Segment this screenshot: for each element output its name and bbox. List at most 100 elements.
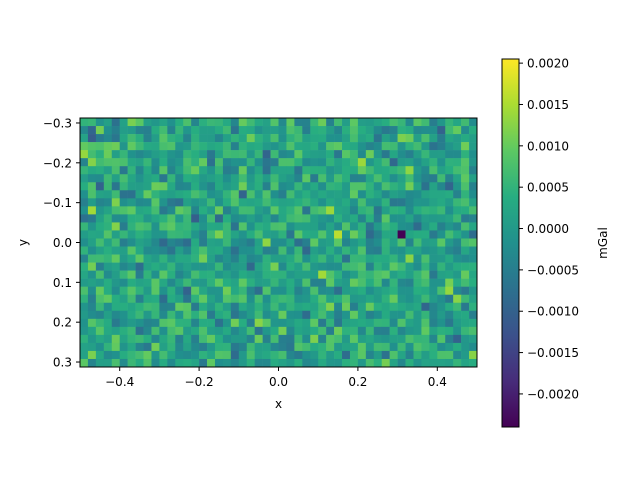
heatmap-cell: [318, 214, 327, 223]
heatmap-cell: [230, 222, 240, 231]
heatmap-cell: [413, 262, 422, 271]
heatmap-cell: [286, 198, 295, 207]
heatmap-cell: [373, 286, 383, 296]
heatmap-cell: [349, 246, 359, 255]
heatmap-cell: [238, 190, 248, 199]
heatmap-cell: [326, 342, 335, 352]
heatmap-cell: [469, 150, 478, 159]
heatmap-cell: [127, 150, 136, 159]
heatmap-cell: [199, 182, 208, 191]
heatmap-cell: [103, 246, 113, 255]
heatmap-cell: [405, 310, 414, 320]
heatmap-cell: [365, 206, 375, 215]
heatmap-cell: [365, 166, 375, 175]
heatmap-cell: [111, 302, 120, 312]
heatmap-cell: [80, 126, 89, 135]
heatmap-cell: [246, 302, 255, 312]
heatmap-cell: [429, 214, 438, 223]
heatmap-cell: [183, 174, 192, 183]
heatmap-cell: [437, 294, 446, 304]
heatmap-cell: [183, 118, 192, 127]
heatmap-cell: [461, 262, 470, 271]
heatmap-cell: [103, 118, 113, 127]
heatmap-cell: [349, 134, 359, 143]
heatmap-cell: [342, 254, 351, 263]
heatmap-cell: [334, 294, 343, 304]
heatmap-cell: [167, 214, 176, 223]
heatmap-cell: [437, 182, 446, 191]
heatmap-cell: [286, 318, 295, 328]
heatmap-cell: [445, 230, 454, 239]
heatmap-cell: [365, 326, 375, 336]
heatmap-cell: [342, 174, 351, 183]
heatmap-cell: [437, 342, 446, 352]
heatmap-cell: [326, 206, 335, 215]
heatmap-cell: [357, 182, 367, 191]
heatmap-cell: [365, 118, 375, 127]
heatmap-cell: [183, 126, 192, 135]
heatmap-cell: [270, 318, 279, 328]
heatmap-cell: [222, 230, 232, 239]
heatmap-cell: [151, 286, 160, 296]
heatmap-cell: [80, 318, 89, 328]
heatmap-cell: [103, 150, 113, 159]
heatmap-cell: [421, 118, 430, 127]
heatmap-cell: [95, 134, 105, 143]
heatmap-cell: [262, 286, 271, 296]
heatmap-cell: [294, 350, 303, 360]
heatmap-cell: [151, 230, 160, 239]
heatmap-cell: [326, 278, 335, 287]
heatmap-cell: [111, 262, 120, 271]
heatmap-cell: [453, 270, 462, 279]
heatmap-cell: [95, 190, 105, 199]
heatmap-cell: [294, 142, 303, 151]
heatmap-cell: [445, 198, 454, 207]
heatmap-cell: [397, 118, 406, 127]
heatmap-cell: [349, 190, 359, 199]
heatmap-cell: [119, 150, 128, 159]
heatmap-cell: [175, 342, 184, 352]
heatmap-cell: [342, 302, 351, 312]
heatmap-cell: [397, 214, 406, 223]
heatmap-cell: [437, 326, 446, 336]
heatmap-cell: [95, 262, 105, 271]
heatmap-cell: [461, 150, 470, 159]
heatmap-cell: [143, 174, 152, 183]
heatmap-cell: [159, 182, 168, 191]
heatmap-cell: [143, 126, 152, 135]
heatmap-cell: [151, 262, 160, 271]
heatmap-cell: [421, 198, 430, 207]
heatmap-cell: [397, 318, 406, 328]
heatmap-cell: [453, 134, 462, 143]
heatmap-cell: [429, 286, 438, 296]
heatmap-cell: [87, 230, 97, 239]
heatmap-cell: [461, 238, 470, 247]
heatmap-cell: [230, 294, 240, 304]
heatmap-cell: [254, 270, 263, 279]
heatmap-cell: [119, 270, 128, 279]
heatmap-cell: [135, 302, 144, 312]
heatmap-cell: [207, 302, 216, 312]
heatmap-cell: [421, 302, 430, 312]
heatmap-cell: [111, 278, 120, 287]
heatmap-cell: [310, 182, 319, 191]
heatmap-cell: [445, 270, 454, 279]
heatmap-cell: [469, 278, 478, 287]
heatmap-cell: [151, 238, 160, 247]
heatmap-cell: [95, 222, 105, 231]
heatmap-cell: [365, 254, 375, 263]
heatmap-cell: [389, 350, 398, 360]
heatmap-cell: [286, 246, 295, 255]
heatmap-cell: [159, 246, 168, 255]
heatmap-cell: [262, 294, 271, 304]
heatmap-cell: [159, 350, 168, 360]
heatmap-cell: [326, 158, 335, 167]
heatmap-cell: [310, 270, 319, 279]
heatmap-cell: [270, 278, 279, 287]
heatmap-cell: [262, 262, 271, 271]
heatmap-cell: [365, 278, 375, 287]
heatmap-cell: [302, 174, 311, 183]
heatmap-cell: [199, 318, 208, 328]
heatmap-cell: [199, 174, 208, 183]
heatmap-cell: [143, 222, 152, 231]
